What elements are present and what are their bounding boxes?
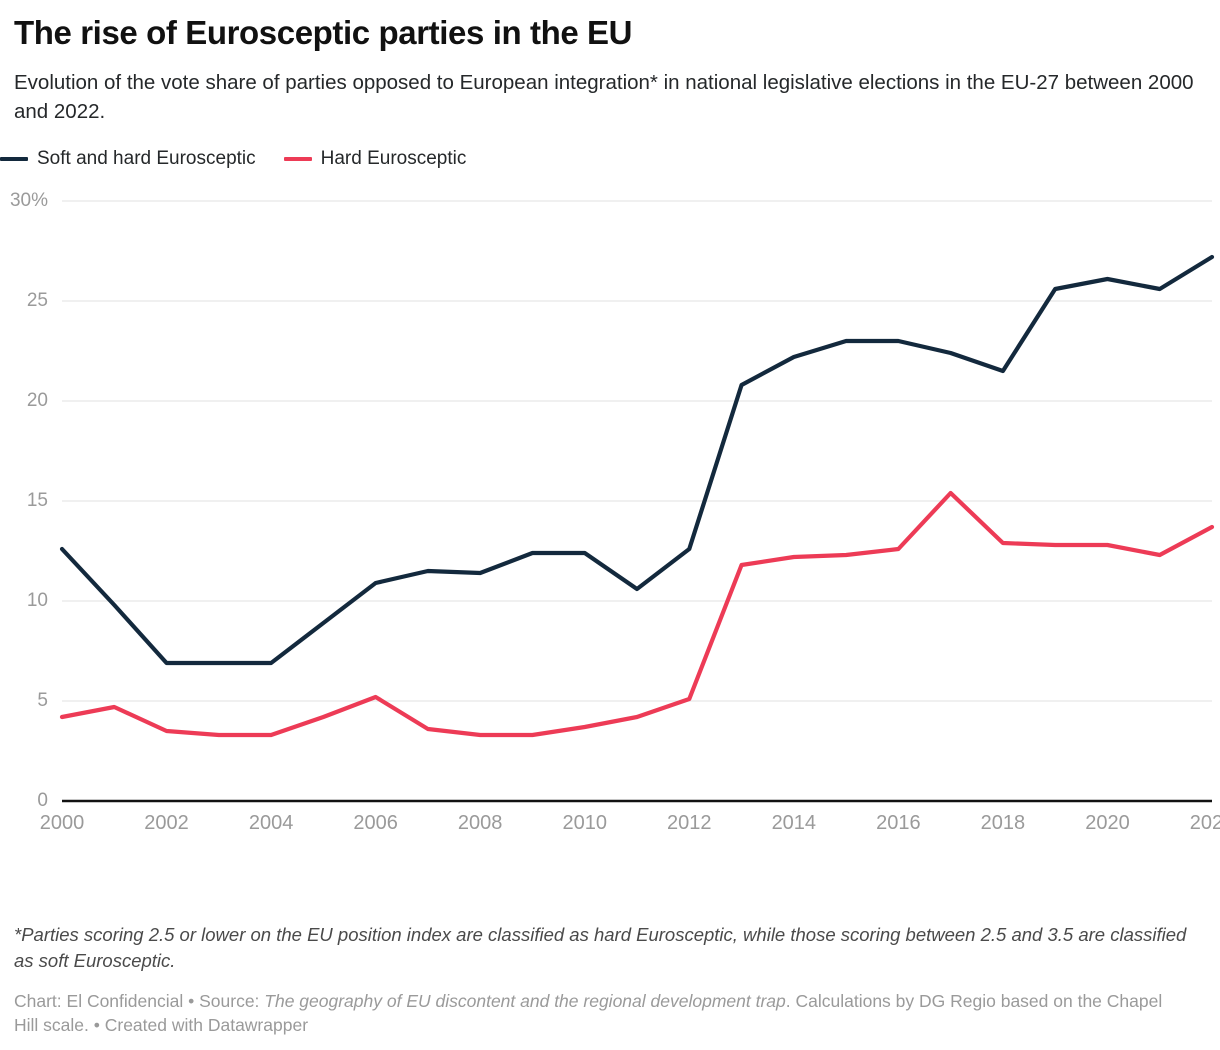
chart-header: The rise of Eurosceptic parties in the E… [0,0,1220,126]
chart-plot-area: 0 5 10 15 20 25 30% 2000 2002 2004 2006 2008 2010 20… [0,188,1220,848]
x-axis-labels-group: 2000 2002 2004 2006 2008 2010 2012 2014 2016 2018… [40,812,1220,834]
x-axis-tick-label: 2014 [772,812,817,834]
chart-subtitle: Evolution of the vote share of parties o… [14,71,1194,124]
source-prefix: Chart: El Confidencial • Source: [14,990,265,1011]
y-axis-tick-label: 10 [27,591,48,612]
line-swatch-icon [0,157,28,162]
x-axis-tick-label: 2016 [876,812,921,834]
x-axis-tick-label: 2002 [144,812,189,834]
legend-item-1[interactable]: Hard Eurosceptic [283,148,467,170]
legend-item-0[interactable]: Soft and hard Eurosceptic [0,148,256,170]
x-axis-tick-label: 2018 [981,812,1026,834]
y-axis-tick-label: 0 [37,791,48,812]
chart-footer: *Parties scoring 2.5 or lower on the EU … [0,922,1220,1038]
x-axis-tick-label: 2008 [458,812,503,834]
x-axis-tick-label: 2012 [667,812,712,834]
line-swatch-icon [283,157,312,162]
source-title: The geography of EU discontent and the r… [264,990,786,1011]
source-suffix: . Calculations by DG Regio based on the … [14,990,1163,1036]
x-axis-tick-label: 2004 [249,812,294,834]
chart-footnote: *Parties scoring 2.5 or lower on the EU … [14,924,1187,972]
y-axis-labels-group: 0 5 10 15 20 25 30% [10,191,48,812]
x-axis-tick-label: 2020 [1085,812,1130,834]
y-axis-tick-label: 30% [10,191,48,212]
x-axis-tick-label: 2010 [562,812,607,834]
y-axis-tick-label: 5 [37,691,48,712]
series-line-1[interactable] [59,491,1215,738]
page-title: The rise of Eurosceptic parties in the E… [14,14,633,51]
legend-item-label: Hard Eurosceptic [320,148,467,170]
legend-item-label: Soft and hard Eurosceptic [37,148,256,170]
y-axis-tick-label: 20 [27,391,48,412]
y-axis-tick-label: 25 [27,291,48,312]
chart-source-line: Chart: El Confidencial • Source: The geo… [14,989,1189,1039]
x-axis-tick-label: 2000 [40,812,85,834]
gridlines-group [62,200,1212,703]
y-axis-tick-label: 15 [27,491,48,512]
series-lines-group [59,255,1215,738]
series-line-0[interactable] [59,255,1215,666]
x-axis-tick-label: 2022 [1190,812,1220,834]
chart-legend: Soft and hard Eurosceptic Hard Euroscepti… [0,148,1220,170]
x-axis-tick-label: 2006 [353,812,398,834]
